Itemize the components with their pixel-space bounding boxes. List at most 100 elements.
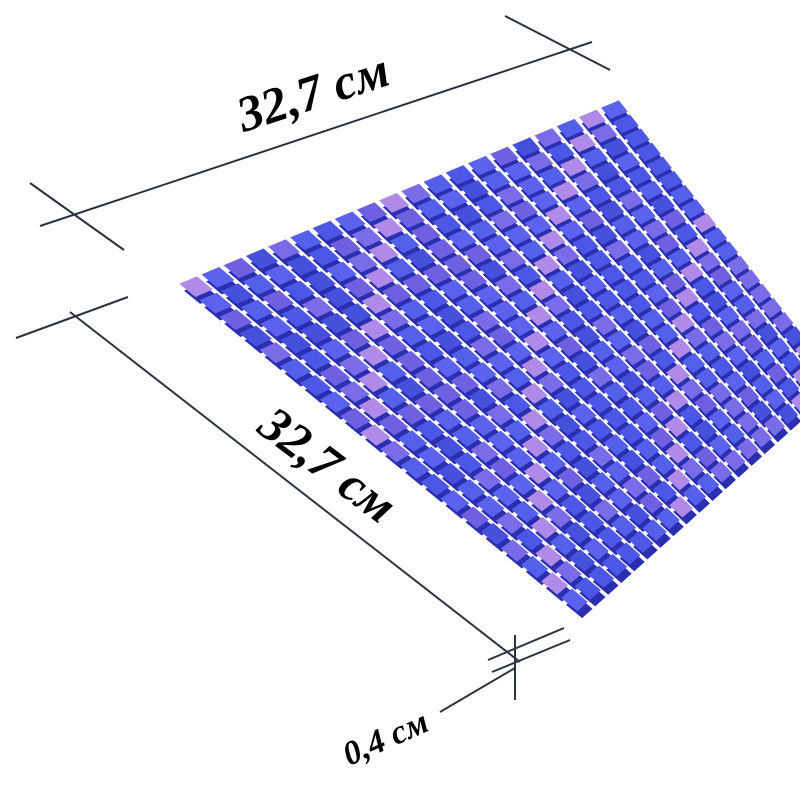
tile: [474, 195, 504, 215]
tile: [572, 234, 599, 255]
tile: [636, 465, 661, 487]
tile: [709, 266, 733, 287]
tile: [358, 344, 389, 366]
tile: [682, 484, 707, 506]
tile: [468, 388, 497, 410]
tile: [399, 299, 429, 320]
tile: [768, 337, 790, 358]
tile: [750, 400, 773, 422]
tile: [535, 544, 563, 567]
tile: [559, 310, 586, 331]
tile: [508, 473, 536, 496]
tile: [664, 415, 689, 438]
tile: [635, 359, 661, 381]
tile: [395, 350, 426, 372]
tile: [450, 398, 480, 420]
tile: [377, 334, 408, 356]
tile: [756, 323, 779, 344]
tile: [716, 305, 740, 326]
tile: [619, 449, 645, 472]
tile: [722, 423, 745, 445]
tile: [436, 304, 465, 326]
tile: [681, 352, 706, 374]
tile: [554, 361, 582, 383]
thickness-line-2: [491, 639, 571, 673]
tile: [566, 259, 594, 280]
tile: [364, 267, 395, 289]
tile: [601, 100, 628, 120]
tile: [478, 259, 507, 280]
tile: [504, 419, 532, 442]
tile: [438, 189, 468, 210]
tile: [434, 435, 464, 458]
tile: [538, 230, 566, 251]
tile: [623, 319, 649, 340]
tile: [655, 507, 680, 530]
tile: [570, 377, 597, 398]
tile: [692, 213, 717, 233]
tile: [380, 440, 411, 463]
tile: [555, 560, 582, 584]
tile: [708, 408, 732, 430]
tile: [766, 362, 788, 384]
tile: [623, 229, 650, 250]
tile: [460, 180, 490, 200]
tile: [739, 359, 761, 381]
tile: [604, 355, 630, 377]
tile: [680, 199, 706, 219]
tile: [760, 297, 783, 319]
tile: [650, 195, 675, 215]
tile: [634, 438, 660, 460]
tile: [281, 306, 313, 328]
tile: [416, 198, 447, 219]
tile: [572, 171, 600, 191]
tile: [637, 334, 663, 355]
tile: [456, 479, 486, 501]
tile: [694, 446, 718, 468]
tile: [474, 284, 504, 306]
tile: [636, 243, 662, 264]
tile: [395, 208, 425, 229]
tile: [427, 238, 457, 260]
tile: [544, 205, 572, 226]
tile: [396, 403, 426, 425]
tile: [443, 254, 472, 275]
tile: [463, 244, 492, 265]
tile: [432, 382, 462, 404]
tile: [379, 192, 410, 213]
tile: [521, 555, 549, 579]
tile: [593, 161, 620, 182]
tile: [286, 255, 319, 276]
tile: [496, 511, 524, 534]
tile: [376, 361, 407, 383]
tile: [560, 157, 588, 177]
tile: [605, 460, 631, 483]
tile: [575, 483, 602, 505]
tile: [299, 374, 332, 397]
tile: [476, 495, 505, 518]
tile: [704, 291, 728, 312]
tile: [503, 393, 531, 415]
tile: [432, 356, 462, 378]
length-dimension-line: [69, 311, 521, 663]
tile: [644, 283, 670, 304]
tile: [590, 472, 616, 494]
tile: [618, 396, 644, 418]
tile: [610, 514, 637, 537]
tile: [245, 248, 279, 269]
tile: [572, 351, 598, 372]
tile: [570, 403, 597, 425]
tile: [381, 283, 412, 305]
tile: [638, 491, 664, 514]
tile: [697, 251, 721, 272]
tile: [329, 236, 361, 257]
tile: [359, 319, 390, 340]
tile: [542, 478, 569, 501]
tile: [379, 309, 410, 330]
tile: [606, 329, 632, 351]
width-tick-left: [29, 182, 125, 251]
tile: [541, 572, 569, 595]
tile: [467, 155, 497, 176]
tile: [490, 146, 519, 166]
